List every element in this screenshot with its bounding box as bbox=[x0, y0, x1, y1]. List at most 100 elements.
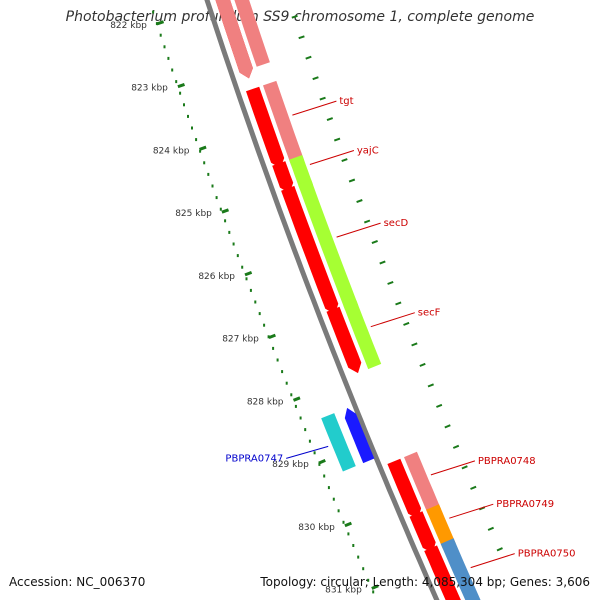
ruler-dot bbox=[281, 370, 284, 374]
ruler-label: 829 kbp bbox=[272, 460, 309, 470]
ruler-major-tick bbox=[244, 270, 253, 277]
ruler-dot bbox=[254, 300, 257, 304]
ruler-major-tick bbox=[371, 584, 379, 590]
gene-category-bar bbox=[343, 300, 382, 370]
gene-arrow bbox=[326, 306, 362, 374]
ruler-label: 831 kbp bbox=[325, 586, 362, 596]
ruler-dot bbox=[224, 219, 227, 223]
outer-tick bbox=[427, 383, 434, 388]
outer-tick bbox=[291, 14, 298, 19]
ruler-label: 825 kbp bbox=[175, 209, 212, 219]
ruler-dot bbox=[211, 184, 214, 188]
accession-label: Accession: NC_006370 bbox=[9, 575, 146, 589]
ruler-dot bbox=[285, 381, 288, 385]
ruler-dot bbox=[207, 172, 210, 176]
outer-tick bbox=[326, 117, 334, 122]
outer-tick bbox=[461, 465, 468, 470]
gene-label: PBPRA0750 bbox=[518, 549, 576, 560]
outer-tick bbox=[312, 76, 319, 81]
ruler-major-tick bbox=[156, 20, 165, 26]
gene-label-leader bbox=[286, 445, 329, 459]
gene-label: PBPRA0749 bbox=[496, 499, 554, 510]
ruler-major-tick bbox=[344, 521, 352, 528]
outer-tick bbox=[444, 424, 451, 429]
ruler-dot bbox=[304, 428, 307, 432]
gene-arrow bbox=[387, 458, 422, 519]
gene-label: secF bbox=[418, 308, 441, 319]
gene-label: PBPRA0747 bbox=[225, 453, 283, 464]
gene-category-bar bbox=[404, 451, 442, 515]
gene-category-bar bbox=[321, 413, 356, 472]
ruler-dot bbox=[372, 590, 375, 594]
ruler-dot bbox=[367, 578, 370, 582]
gene-label: tgt bbox=[339, 96, 353, 107]
map-title: Photobacterium profundum SS9 chromosome … bbox=[65, 9, 535, 25]
ruler-dot bbox=[232, 242, 235, 246]
outer-tick bbox=[298, 35, 305, 40]
ruler-dot bbox=[236, 254, 239, 258]
outer-tick bbox=[487, 526, 494, 531]
gene-label-leader bbox=[309, 150, 355, 165]
ruler-label: 824 kbp bbox=[153, 146, 190, 156]
gene-label-leader bbox=[449, 503, 494, 519]
outer-tick bbox=[319, 96, 326, 101]
outer-tick bbox=[363, 219, 371, 224]
gene-category-bar bbox=[298, 179, 359, 311]
outer-tick bbox=[411, 342, 418, 347]
ruler-dot bbox=[167, 56, 170, 60]
topology-label: Topology: circular; Length: 4,085,304 bp… bbox=[260, 575, 590, 589]
gene-arrow bbox=[246, 86, 285, 169]
gene-arrow bbox=[272, 161, 294, 194]
ruler-dot bbox=[323, 474, 326, 478]
ruler-label: 823 kbp bbox=[131, 84, 168, 94]
gene-label-leader bbox=[470, 553, 515, 569]
ruler-dot bbox=[179, 91, 182, 95]
ruler-dot bbox=[241, 265, 244, 269]
outer-tick bbox=[419, 362, 426, 367]
ruler-dot bbox=[163, 45, 166, 49]
outer-tick bbox=[496, 547, 503, 552]
outer-tick bbox=[403, 321, 410, 326]
gene-label-leader bbox=[336, 222, 381, 238]
outer-tick bbox=[333, 137, 341, 142]
gene-label: PBPRA0748 bbox=[478, 456, 536, 467]
gene-arrow bbox=[344, 407, 375, 464]
ruler-dot bbox=[357, 555, 360, 559]
ruler-label: 828 kbp bbox=[247, 397, 284, 407]
ruler-dot bbox=[171, 68, 174, 72]
ruler-dot bbox=[332, 497, 335, 501]
outer-tick bbox=[356, 199, 363, 204]
outer-tick bbox=[379, 260, 386, 265]
ruler-dot bbox=[290, 393, 293, 397]
gene-category-bar bbox=[440, 538, 481, 600]
ruler-dot bbox=[175, 80, 178, 84]
ruler-label: 826 kbp bbox=[198, 272, 235, 282]
outer-tick bbox=[387, 280, 394, 285]
gene-label: yajC bbox=[357, 146, 379, 157]
ruler-dot bbox=[183, 103, 185, 107]
ruler-dot bbox=[352, 544, 355, 547]
ruler-label: 822 kbp bbox=[110, 21, 147, 31]
gene-category-bar bbox=[426, 504, 456, 549]
outer-tick bbox=[452, 444, 460, 449]
gene-label-leader bbox=[430, 460, 476, 476]
ruler-dot bbox=[272, 346, 275, 350]
ruler-dot bbox=[313, 451, 316, 455]
ruler-dot bbox=[187, 114, 189, 118]
ruler-dot bbox=[219, 207, 222, 211]
outer-tick bbox=[436, 403, 443, 408]
gene-category-bar bbox=[234, 0, 270, 67]
gene-label-leader bbox=[292, 100, 337, 116]
ruler-dot bbox=[294, 404, 297, 408]
ruler-dot bbox=[191, 126, 193, 130]
ruler-dot bbox=[327, 486, 330, 490]
ruler-major-tick bbox=[268, 333, 276, 340]
gene-arrow bbox=[215, 0, 253, 79]
ruler-dot bbox=[249, 288, 252, 292]
gene-arrow bbox=[409, 511, 436, 554]
backbone-line bbox=[204, 0, 440, 600]
ruler-dot bbox=[347, 532, 350, 536]
gene-label: secD bbox=[384, 218, 409, 229]
